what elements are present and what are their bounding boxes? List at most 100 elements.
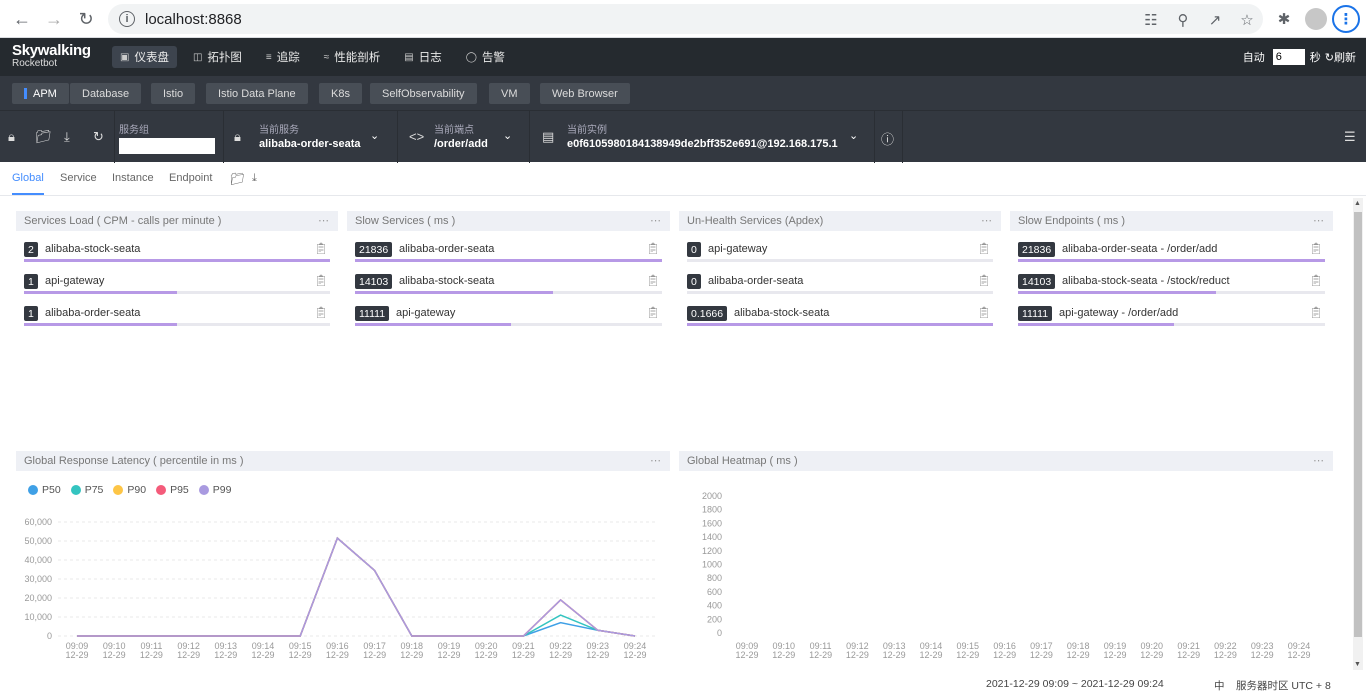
language-toggle[interactable]: 中 [1214,680,1225,692]
address-bar[interactable]: i localhost:8868 ☷ ⚲ ↗ ☆ [108,4,1263,34]
scroll-up-icon[interactable]: ▲ [1354,200,1361,207]
info-icon[interactable]: ⓘ [881,132,895,147]
legend-item[interactable]: P95 [156,484,189,496]
copy-icon[interactable]: 📋︎ [646,307,660,319]
layer-istio-data-plane[interactable]: Istio Data Plane [206,83,308,104]
auto-label[interactable]: 自动 [1242,52,1265,64]
copy-icon[interactable]: 📋︎ [1309,307,1323,319]
item-name[interactable]: alibaba-order-seata [708,275,804,287]
forward-arrow-icon[interactable]: → [45,8,63,29]
item-name[interactable]: api-gateway [45,275,105,287]
item-name[interactable]: api-gateway [396,307,456,319]
more-icon[interactable]: ⋯ [318,215,330,227]
profile-avatar[interactable] [1305,8,1327,30]
extensions-icon[interactable]: ✱ [1277,11,1291,28]
list-item[interactable]: 21836 alibaba-order-seata - /order/add 📋︎ [1010,231,1333,263]
list-item[interactable]: 14103 alibaba-stock-seata - /stock/reduct… [1010,263,1333,295]
item-name[interactable]: alibaba-order-seata - /order/add [1062,243,1218,255]
layer-apm[interactable]: APM [12,83,69,104]
browser-menu-icon[interactable]: ⋮ [1332,5,1360,33]
copy-icon[interactable]: 📋︎ [314,307,328,319]
list-item[interactable]: 2 alibaba-stock-seata 📋︎ [16,231,338,263]
chevron-down-icon[interactable]: ⌄ [503,130,513,142]
more-icon[interactable]: ⋯ [1313,215,1325,227]
copy-icon[interactable]: 📋︎ [314,275,328,287]
bookmark-star-icon[interactable]: ☆ [1240,12,1254,29]
item-name[interactable]: api-gateway - /order/add [1059,307,1179,319]
menu-toggle-icon[interactable]: ☰ [1344,129,1356,144]
tab-global[interactable]: Global [12,172,44,195]
nav-trace[interactable]: ≡ 追踪 [258,46,308,68]
layer-web-browser[interactable]: Web Browser [540,83,630,104]
copy-icon[interactable]: 📋︎ [1309,243,1323,255]
copy-icon[interactable]: 📋︎ [977,243,991,255]
refresh-button[interactable]: ↻刷新 [1325,49,1356,65]
chevron-down-icon[interactable]: ⌄ [370,130,380,142]
current-endpoint-value[interactable]: /order/add [434,138,488,150]
url-text[interactable]: localhost:8868 [145,10,242,28]
scroll-down-icon[interactable]: ▼ [1354,661,1361,668]
more-icon[interactable]: ⋯ [650,455,662,467]
list-item[interactable]: 0 api-gateway 📋︎ [679,231,1001,263]
copy-icon[interactable]: 📋︎ [314,243,328,255]
folder-icon[interactable]: 📁︎ [35,129,52,144]
item-name[interactable]: alibaba-stock-seata [734,307,830,319]
chevron-down-icon[interactable]: ⌄ [849,130,859,142]
item-name[interactable]: alibaba-stock-seata [399,275,495,287]
layer-k8s[interactable]: K8s [319,83,362,104]
tab-service[interactable]: Service [60,172,97,184]
list-item[interactable]: 11111 api-gateway - /order/add 📋︎ [1010,295,1333,327]
list-item[interactable]: 1 api-gateway 📋︎ [16,263,338,295]
lock-icon[interactable]: 🔒︎ [8,129,15,144]
time-range[interactable]: 2021-12-29 09:09 ~ 2021-12-29 09:24 [986,678,1164,690]
current-service-value[interactable]: alibaba-order-seata [259,138,361,150]
list-item[interactable]: 1 alibaba-order-seata 📋︎ [16,295,338,327]
nav-dashboard[interactable]: ▣ 仪表盘 [112,46,177,68]
current-instance-value[interactable]: e0f6105980184138949de2bff352e691@192.168… [567,138,838,150]
download-icon[interactable]: ⤓ [252,172,257,184]
layer-vm[interactable]: VM [489,83,530,104]
item-name[interactable]: alibaba-order-seata [45,307,141,319]
nav-profile[interactable]: ≈ 性能剖析 [316,46,389,68]
service-group-input[interactable] [119,138,215,154]
list-item[interactable]: 0 alibaba-order-seata 📋︎ [679,263,1001,295]
copy-icon[interactable]: 📋︎ [646,243,660,255]
list-item[interactable]: 11111 api-gateway 📋︎ [347,295,670,327]
nav-alarm[interactable]: ◯ 告警 [458,46,513,68]
tab-instance[interactable]: Instance [112,172,154,184]
copy-icon[interactable]: 📋︎ [1309,275,1323,287]
copy-icon[interactable]: 📋︎ [646,275,660,287]
folder-icon[interactable]: 📁︎ [230,172,246,186]
back-arrow-icon[interactable]: ← [13,8,31,29]
item-name[interactable]: alibaba-order-seata [399,243,495,255]
copy-icon[interactable]: 📋︎ [977,275,991,287]
legend-item[interactable]: P99 [198,484,231,496]
item-name[interactable]: api-gateway [708,243,768,255]
tab-endpoint[interactable]: Endpoint [169,172,213,184]
nav-log[interactable]: ▤ 日志 [396,46,449,68]
download-icon[interactable]: ⤓ [64,129,70,144]
reload-icon[interactable]: ↻ [78,8,94,29]
copy-icon[interactable]: 📋︎ [977,307,991,319]
more-icon[interactable]: ⋯ [650,215,662,227]
zoom-icon[interactable]: ⚲ [1177,12,1189,29]
more-icon[interactable]: ⋯ [981,215,993,227]
item-name[interactable]: alibaba-stock-seata [45,243,141,255]
share-icon[interactable]: ↗ [1208,12,1222,29]
current-endpoint-selector[interactable]: 当前端点 /order/add [434,121,488,150]
current-service-selector[interactable]: 当前服务 alibaba-order-seata [259,121,360,150]
auto-interval-input[interactable] [1272,49,1305,65]
list-item[interactable]: 14103 alibaba-stock-seata 📋︎ [347,263,670,295]
scrollbar-thumb[interactable] [1354,212,1362,637]
layer-selfobservability[interactable]: SelfObservability [370,83,477,104]
list-item[interactable]: 21836 alibaba-order-seata 📋︎ [347,231,670,263]
nav-topology[interactable]: ◫ 拓扑图 [185,46,250,68]
page-scrollbar[interactable]: ▲ ▼ [1353,198,1363,670]
layer-istio[interactable]: Istio [151,83,196,104]
current-instance-selector[interactable]: 当前实例 e0f6105980184138949de2bff352e691@19… [567,121,838,150]
legend-item[interactable]: P75 [70,484,103,496]
translate-icon[interactable]: ☷ [1144,12,1158,29]
list-item[interactable]: 0.1666 alibaba-stock-seata 📋︎ [679,295,1001,327]
legend-item[interactable]: P90 [113,484,146,496]
item-name[interactable]: alibaba-stock-seata - /stock/reduct [1062,275,1230,287]
